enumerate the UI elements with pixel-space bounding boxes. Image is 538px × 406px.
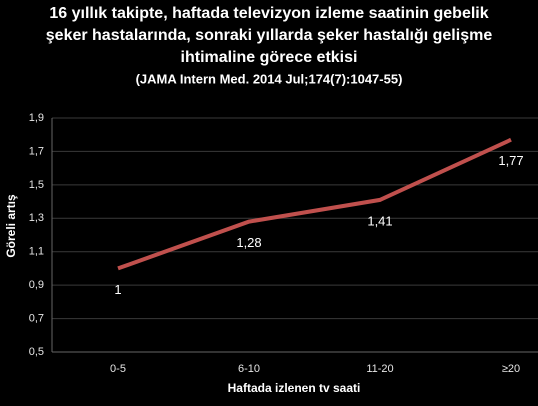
- data-line: [117, 137, 512, 271]
- y-tick-label: 0,9: [29, 279, 44, 291]
- y-tick-label: 1,7: [29, 145, 44, 157]
- y-axis-label: Göreli artış: [4, 194, 18, 258]
- x-tick-label: ≥20: [502, 363, 520, 375]
- y-tick-label: 1,9: [29, 112, 44, 124]
- chart-subtitle: (JAMA Intern Med. 2014 Jul;174(7):1047-5…: [136, 71, 403, 86]
- x-tick-label: 0-5: [110, 363, 126, 375]
- chart-title: 16 yıllık takipte, haftada televizyon iz…: [49, 5, 488, 22]
- y-tick-label: 1,3: [29, 212, 44, 224]
- y-tick-label: 0,5: [29, 346, 44, 358]
- data-label: 1,77: [498, 153, 523, 168]
- data-label: 1,28: [236, 235, 261, 250]
- x-tick-label: 6-10: [238, 363, 260, 375]
- x-axis-label: Haftada izlenen tv saati: [228, 381, 361, 395]
- y-tick-label: 1,5: [29, 179, 44, 191]
- x-tick-label: 11-20: [366, 363, 393, 375]
- chart-title: şeker hastalarında, sonraki yıllarda şek…: [46, 27, 493, 44]
- chart-title: ihtimaline görece etkisi: [181, 49, 358, 66]
- data-label: 1,41: [367, 213, 392, 228]
- y-tick-label: 0,7: [29, 312, 44, 324]
- data-label: 1: [114, 282, 121, 297]
- y-tick-label: 1,1: [29, 246, 44, 258]
